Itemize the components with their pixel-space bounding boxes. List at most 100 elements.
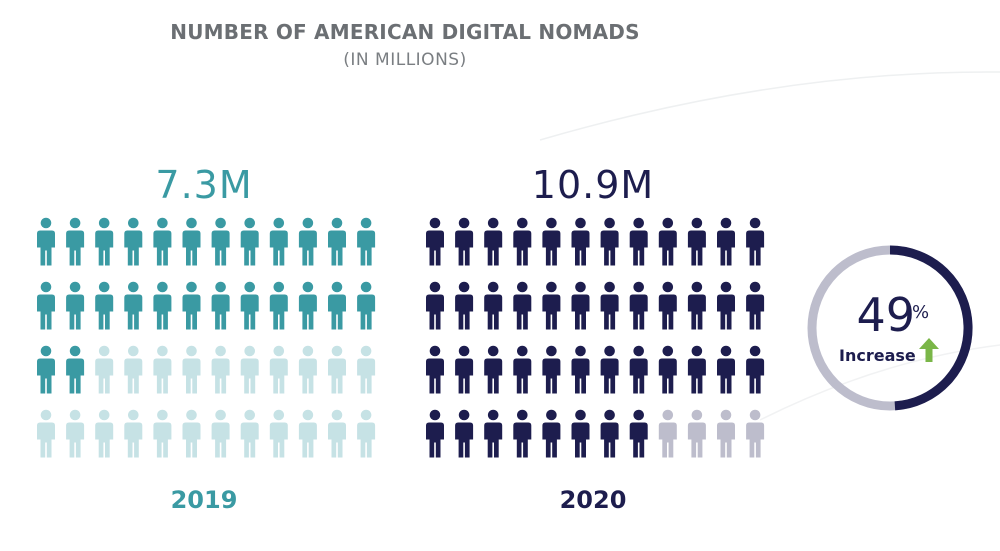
person-icon [426,409,444,458]
person-icon [571,409,590,458]
person-icon [95,217,114,266]
person-icon [484,217,503,266]
person-icon [357,345,376,394]
person-icon [484,281,503,330]
person-icon [571,281,590,330]
person-icon [629,409,648,458]
person-icon [658,409,677,458]
person-icon [658,281,677,330]
person-icon [746,409,765,458]
person-icon [455,345,474,394]
person-icon [37,281,55,330]
person-icon [600,217,619,266]
person-icon [153,345,172,394]
person-icon [328,409,346,458]
person-icon [455,281,474,330]
person-icon [426,217,444,266]
person-icon [211,217,230,266]
person-icon [211,345,230,394]
person-icon [357,409,376,458]
person-icon [513,281,532,330]
increase-ring-value [889,245,973,411]
person-icon [95,345,114,394]
person-icon [426,345,444,394]
person-icon [240,217,259,266]
increase-ring [807,245,973,411]
person-icon [658,345,677,394]
chart-title: NUMBER OF AMERICAN DIGITAL NOMADS [170,20,640,44]
person-icon [513,217,532,266]
person-icon [269,345,288,394]
person-icon [66,345,85,394]
person-icon [542,281,561,330]
person-icon [37,409,55,458]
person-icon [687,217,706,266]
person-icon [269,281,288,330]
person-icon [182,345,201,394]
person-icon [95,409,114,458]
person-icon [600,281,619,330]
person-icon [746,345,765,394]
person-icon [328,281,346,330]
chart-subtitle: (IN MILLIONS) [343,50,467,70]
person-icon [95,281,114,330]
up-arrow-icon [919,338,939,362]
person-icon [153,217,172,266]
person-icon [269,409,288,458]
person-icon [240,281,259,330]
increase-label: Increase [839,346,916,365]
person-icon [357,217,376,266]
person-icon [182,409,201,458]
person-icon [182,281,201,330]
person-icon [542,345,561,394]
person-icon [328,217,346,266]
person-icon [153,409,172,458]
person-icon [66,409,85,458]
person-icon [269,217,288,266]
person-icon [298,281,317,330]
person-icon [717,217,735,266]
increase-value: 49 [856,288,915,342]
person-icon [240,409,259,458]
year-label-2019: 2019 [170,486,238,514]
person-icon [240,345,259,394]
person-icon [571,345,590,394]
person-icon [153,281,172,330]
person-icon [687,281,706,330]
person-icon [426,281,444,330]
person-icon [211,409,230,458]
person-icon [66,217,85,266]
person-icon [717,345,735,394]
person-icon [298,217,317,266]
person-icon [629,345,648,394]
person-icon [717,281,735,330]
person-icon [298,409,317,458]
person-icon [484,345,503,394]
person-icon [37,345,55,394]
person-icon [182,217,201,266]
person-icon [542,409,561,458]
person-icon [124,217,143,266]
person-icon [124,281,143,330]
person-icon [455,217,474,266]
person-icon [600,345,619,394]
person-icon [298,345,317,394]
person-icon [542,217,561,266]
person-icon [124,345,143,394]
person-icon [513,409,532,458]
person-icon [746,281,765,330]
person-icon [124,409,143,458]
person-icon [211,281,230,330]
person-icon [746,217,765,266]
value-label-2019: 7.3M [155,163,253,207]
person-icon [455,409,474,458]
person-icon [328,345,346,394]
person-icon [658,217,677,266]
person-icon [513,345,532,394]
person-icon [629,217,648,266]
person-icon [66,281,85,330]
person-icon [600,409,619,458]
person-icon [687,409,706,458]
person-icon [717,409,735,458]
